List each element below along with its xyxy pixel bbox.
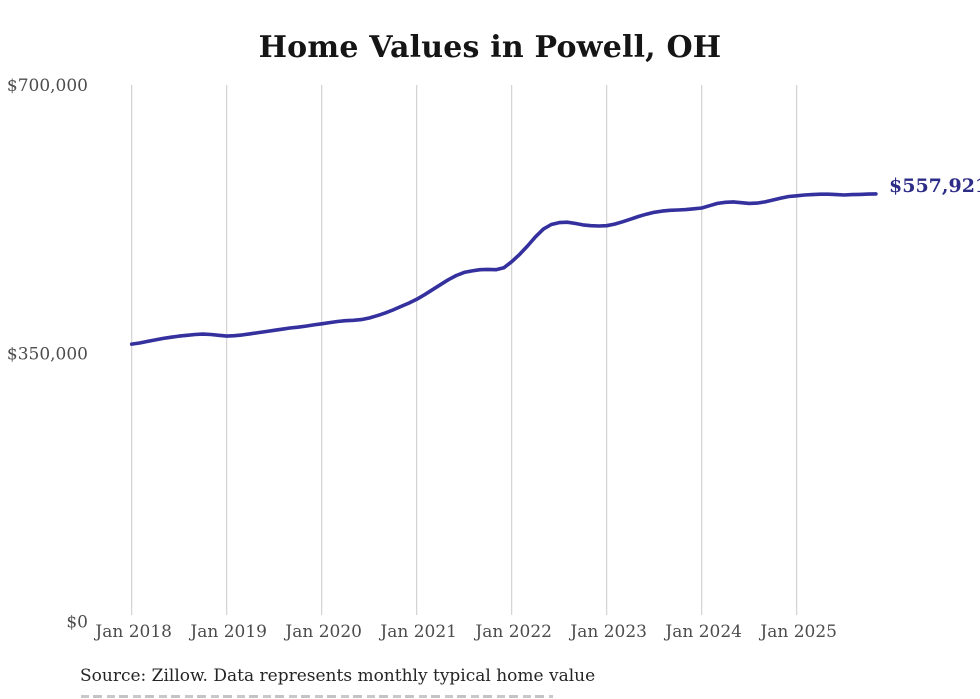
home-value-line: [129, 192, 878, 346]
x-tick-label: Jan 2022: [473, 622, 552, 642]
y-tick-label: $350,000: [7, 344, 88, 364]
y-tick-label: $0: [66, 613, 88, 633]
end-value-label: $557,921: [889, 175, 980, 197]
chart-title: Home Values in Powell, OH: [258, 30, 722, 65]
x-tick-label: Jan 2021: [378, 622, 457, 642]
x-tick-label: Jan 2025: [758, 622, 837, 642]
x-tick-label: Jan 2018: [93, 622, 172, 642]
y-tick-label: $700,000: [7, 76, 88, 96]
x-tick-label: Jan 2019: [188, 622, 267, 642]
source-note: Source: Zillow. Data represents monthly …: [80, 666, 596, 686]
x-tick-label: Jan 2023: [568, 622, 647, 642]
x-tick-label: Jan 2020: [283, 622, 362, 642]
x-tick-label: Jan 2024: [663, 622, 742, 642]
cutoff-text-artifact: [81, 695, 553, 698]
